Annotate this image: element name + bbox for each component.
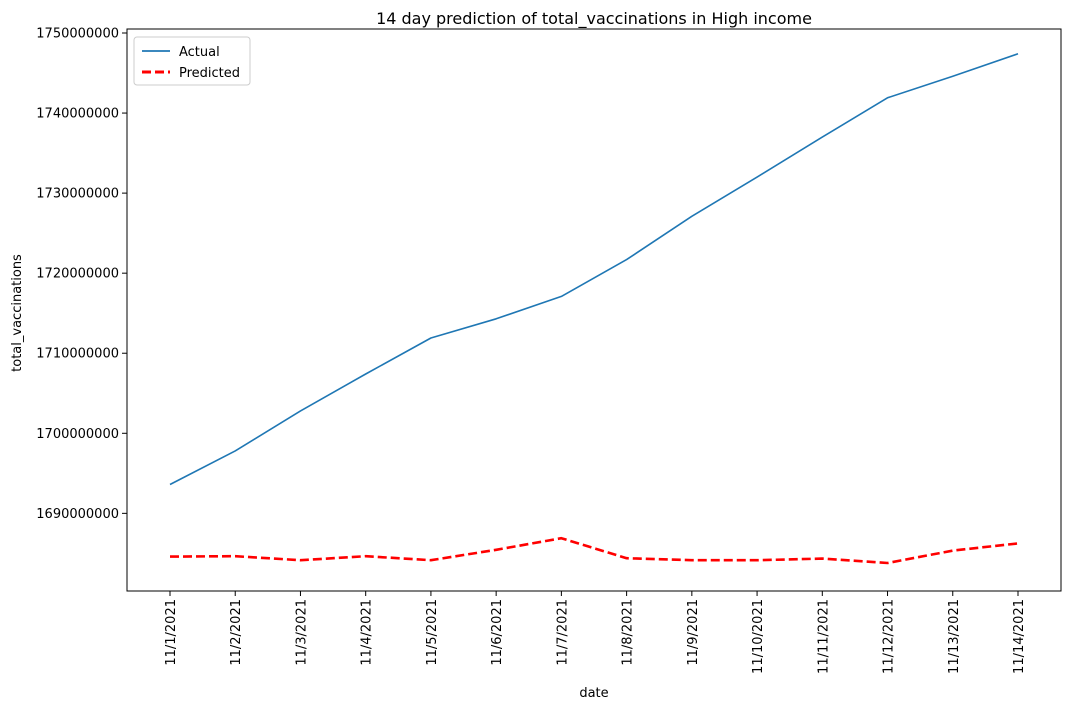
- x-tick-label: 11/9/2021: [686, 599, 701, 666]
- x-tick-label: 11/14/2021: [1012, 599, 1027, 674]
- y-tick-label: 1730000000: [36, 187, 119, 202]
- series-lines: [169, 53, 1019, 565]
- x-tick-label: 11/11/2021: [816, 599, 831, 674]
- y-axis-label: total_vaccinations: [10, 254, 25, 372]
- y-axis: 1690000000 1700000000 1710000000 1720000000…: [36, 27, 127, 522]
- x-tick-label: 11/2/2021: [229, 599, 244, 666]
- chart-title: 14 day prediction of total_vaccinations …: [376, 9, 812, 29]
- x-tick-label: 11/7/2021: [555, 599, 570, 666]
- x-tick-label: 11/8/2021: [621, 599, 636, 666]
- x-tick-label: 11/4/2021: [360, 599, 375, 666]
- plot-area-frame: [126, 28, 1062, 592]
- y-tick-label: 1750000000: [36, 27, 119, 42]
- legend: Actual Predicted: [133, 36, 251, 86]
- x-tick-label: 11/3/2021: [294, 599, 309, 666]
- x-tick-label: 11/13/2021: [947, 599, 962, 674]
- x-tick-label: 11/5/2021: [425, 599, 440, 666]
- y-tick-label: 1740000000: [36, 107, 119, 122]
- legend-label-actual: Actual: [179, 45, 220, 60]
- x-axis-label: date: [579, 686, 608, 701]
- legend-label-predicted: Predicted: [179, 66, 240, 81]
- y-tick-label: 1710000000: [36, 347, 119, 362]
- x-tick-label: 11/1/2021: [164, 599, 179, 666]
- y-tick-label: 1700000000: [36, 427, 119, 442]
- series-line-actual: [169, 53, 1019, 486]
- y-tick-label: 1720000000: [36, 267, 119, 282]
- x-tick-label: 11/6/2021: [490, 599, 505, 666]
- y-tick-label: 1690000000: [36, 507, 119, 522]
- x-axis: 11/1/2021 11/2/2021 11/3/2021 11/4/2021 11/5…: [164, 591, 1027, 674]
- x-tick-label: 11/10/2021: [751, 599, 766, 674]
- x-tick-label: 11/12/2021: [882, 599, 897, 674]
